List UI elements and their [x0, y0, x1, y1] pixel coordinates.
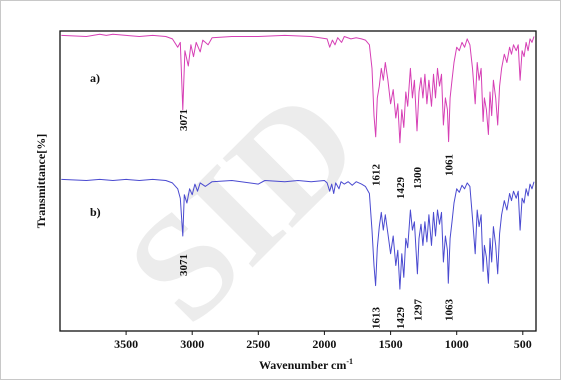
- y-axis-label: Transmittance[%]: [34, 134, 48, 228]
- plot-border: [59, 30, 537, 332]
- peak-label-b-1063: 1063: [443, 299, 455, 322]
- x-tick-label-500: 500: [514, 337, 532, 351]
- panel-labels: a) b): [90, 71, 101, 219]
- peak-label-a-3071: 3071: [178, 109, 190, 131]
- peak-label-b-1297: 1297: [412, 299, 424, 322]
- series-a-line: [61, 33, 535, 144]
- peak-labels: 3071 1612 1429 1300 1061 3071 1613 1429 1297 1063: [178, 109, 456, 329]
- peak-label-a-1300: 1300: [412, 167, 424, 190]
- series-a-label: a): [90, 71, 100, 85]
- peak-label-b-1613: 1613: [371, 307, 383, 330]
- peak-label-a-1612: 1612: [371, 164, 383, 187]
- x-tick-label-1000: 1000: [445, 337, 469, 351]
- peak-label-b-1429: 1429: [395, 307, 407, 330]
- x-tick-label-2500: 2500: [246, 337, 270, 351]
- peak-label-a-1061: 1061: [444, 154, 456, 176]
- x-axis: 3500 3000 2500 2000 1500 1000 500: [114, 331, 532, 351]
- series-layer: [61, 33, 535, 290]
- peak-label-a-1429: 1429: [395, 177, 407, 200]
- peak-label-b-3071: 3071: [178, 254, 190, 276]
- x-tick-label-1500: 1500: [379, 337, 403, 351]
- series-b-label: b): [90, 205, 101, 219]
- x-axis-label-text: Wavenumber cm: [259, 358, 346, 372]
- watermark: SID: [96, 59, 390, 353]
- x-tick-label-2000: 2000: [312, 337, 336, 351]
- x-axis-label: Wavenumber cm-1: [259, 357, 353, 372]
- x-axis-label-superscript: -1: [346, 357, 353, 366]
- x-tick-label-3000: 3000: [180, 337, 204, 351]
- x-tick-label-3500: 3500: [114, 337, 138, 351]
- series-b-line: [61, 178, 535, 290]
